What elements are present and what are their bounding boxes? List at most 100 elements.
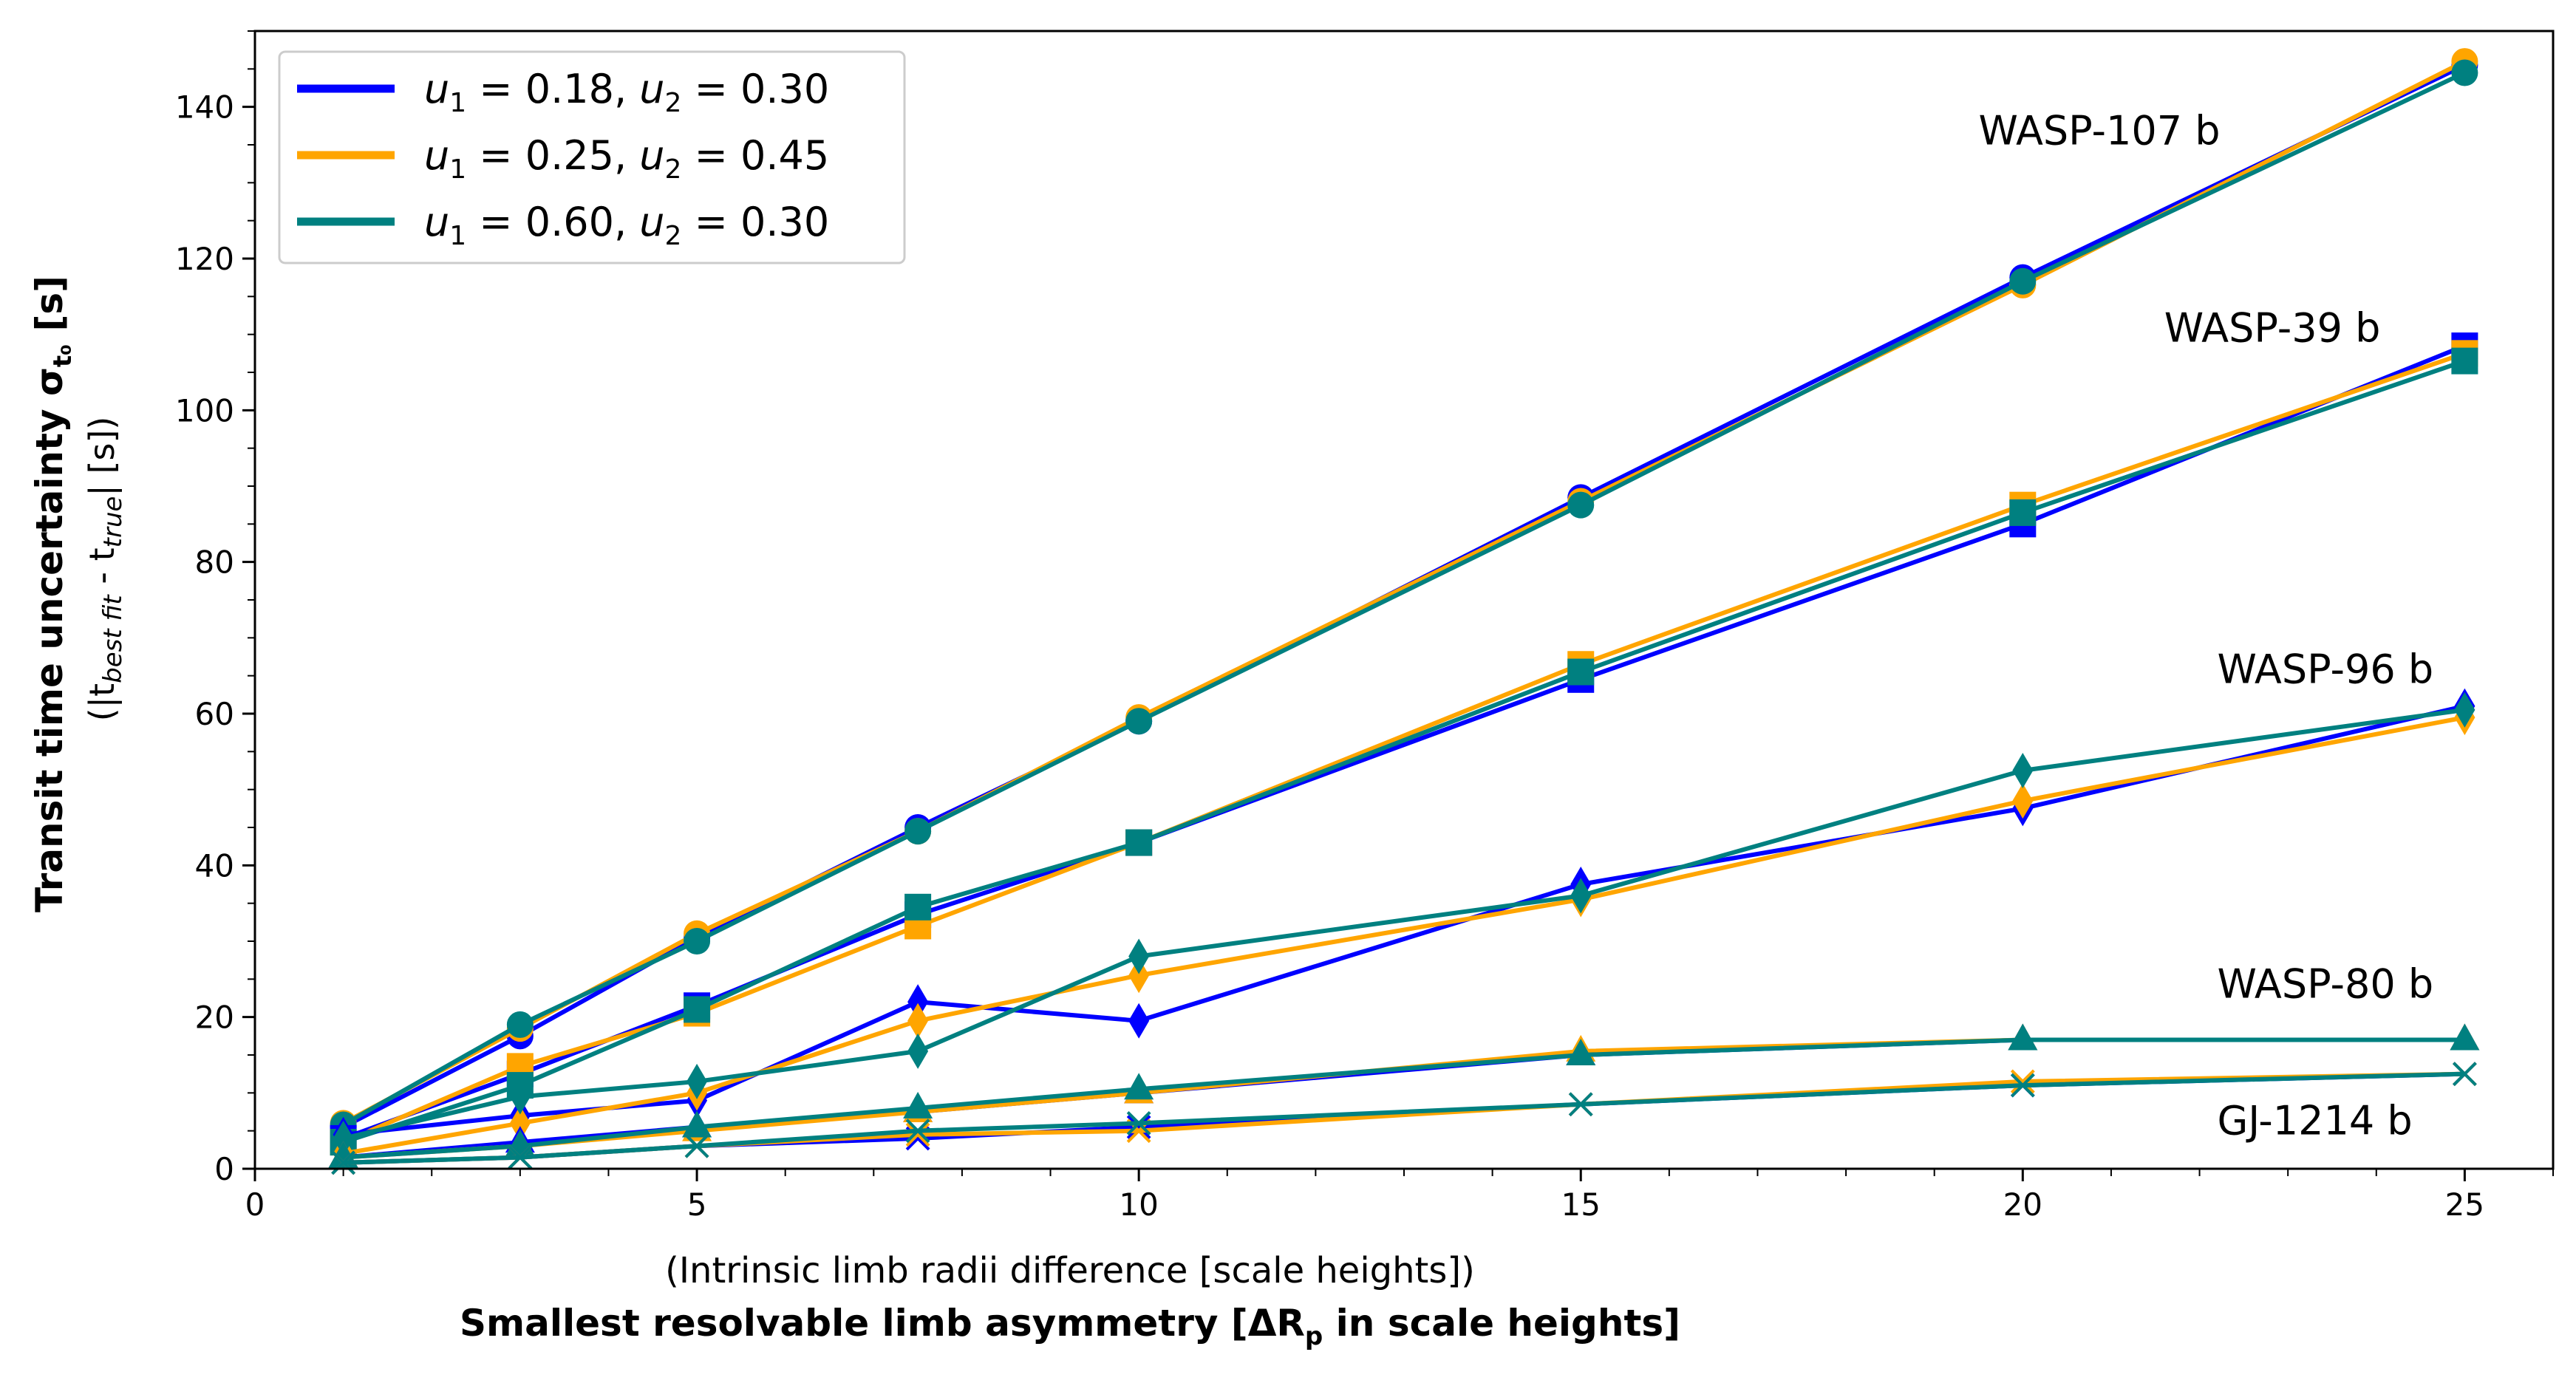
data-point-gj-1214-b-3-6: [1568, 1092, 1593, 1117]
series-line-wasp-80-b-3: [343, 1037, 2465, 1160]
y-tick-label-0: 0: [214, 1151, 234, 1187]
data-point-wasp-39-b-3-4-shape: [904, 893, 932, 921]
data-point-wasp-96-b-2-4: [907, 1003, 929, 1039]
data-point-wasp-39-b-3-6: [1567, 658, 1595, 686]
data-point-wasp-80-b-3-7: [2008, 1023, 2038, 1051]
data-point-gj-1214-b-3-5: [1126, 1110, 1151, 1136]
data-point-wasp-107-b-3-8-shape: [2451, 59, 2478, 86]
data-point-gj-1214-b-3-6-shape: [1568, 1092, 1593, 1117]
data-point-wasp-107-b-3-3-shape: [684, 928, 711, 955]
data-point-wasp-96-b-3-8-shape: [2454, 692, 2476, 728]
data-point-gj-1214-b-3-1: [331, 1150, 356, 1175]
data-point-wasp-39-b-3-8-shape: [2451, 347, 2478, 375]
data-point-gj-1214-b-3-2-shape: [508, 1145, 533, 1170]
data-point-wasp-96-b-3-7: [2012, 753, 2034, 788]
data-point-wasp-80-b-3-7-shape: [2008, 1023, 2038, 1051]
series-line-wasp-39-b-3: [342, 358, 2466, 1144]
legend-label-3-part-6: = 0.30: [681, 199, 829, 245]
series-line-gj-1214-b-3: [343, 1071, 2465, 1165]
data-point-wasp-96-b-3-4-shape: [907, 1033, 929, 1069]
legend-label-2-part-6: = 0.45: [681, 132, 829, 179]
data-point-wasp-96-b-3-1-shape: [333, 1120, 354, 1156]
data-point-wasp-107-b-3-6-shape: [1567, 491, 1595, 519]
data-point-wasp-107-b-3-7: [2009, 267, 2037, 295]
data-point-wasp-96-b-3-4: [907, 1033, 929, 1069]
legend-label-2: u1 = 0.25, u2 = 0.45: [424, 132, 829, 185]
legend-label-3-part-2: 1: [449, 221, 466, 251]
data-point-wasp-107-b-3-4: [904, 818, 932, 845]
x-tick-label-5: 5: [687, 1186, 707, 1223]
data-point-wasp-96-b-1-4-shape: [907, 984, 929, 1020]
x-tick-label-0: 0: [245, 1186, 265, 1223]
data-point-wasp-80-b-3-6: [1566, 1039, 1596, 1065]
legend-label-1-part-5: 2: [665, 88, 682, 118]
legend-label-2-part-3: = 0.25,: [466, 132, 639, 179]
data-point-wasp-96-b-1-5-shape: [1128, 1003, 1150, 1039]
data-point-gj-1214-b-3-2: [508, 1145, 533, 1170]
data-point-wasp-96-b-3-7-shape: [2012, 753, 2034, 788]
data-point-gj-1214-b-2-7-shape: [2010, 1069, 2035, 1094]
legend-label-3-part-4: u: [639, 199, 664, 245]
data-point-wasp-80-b-3-3-shape: [682, 1110, 712, 1138]
legend-label-1: u1 = 0.18, u2 = 0.30: [424, 66, 829, 118]
data-point-gj-1214-b-3-4: [905, 1119, 930, 1144]
data-point-gj-1214-b-3-7-shape: [2010, 1073, 2035, 1098]
legend-label-1-part-2: 1: [449, 88, 466, 118]
series-line-wasp-39-b-1: [342, 344, 2466, 1141]
data-point-gj-1214-b-3-7: [2010, 1073, 2035, 1098]
legend-label-3: u1 = 0.60, u2 = 0.30: [424, 199, 829, 251]
legend-label-2-part-1: u: [424, 132, 449, 179]
data-point-wasp-80-b-3-8-shape: [2450, 1023, 2480, 1051]
y-tick-label-20: 20: [195, 1000, 234, 1036]
y-axis-label: Transit time uncertainty σt₀ [s]: [28, 276, 78, 912]
legend-box: [278, 50, 906, 264]
series-line-wasp-96-b-2: [343, 715, 2465, 1156]
data-point-wasp-107-b-3-2: [506, 1011, 534, 1038]
y-tick-label-40: 40: [195, 847, 234, 884]
data-point-wasp-96-b-3-5: [1128, 938, 1150, 974]
data-point-wasp-80-b-3-4-shape: [903, 1091, 933, 1119]
legend-label-2-part-5: 2: [665, 154, 682, 185]
legend-label-1-part-1: u: [424, 66, 449, 112]
y-axis-label-secondary: (|tbest fit - ttrue| [s]): [82, 417, 128, 722]
data-point-wasp-96-b-2-5: [1128, 957, 1150, 994]
y-tick-label-60: 60: [195, 696, 234, 732]
data-point-wasp-96-b-2-4-shape: [907, 1003, 929, 1039]
annotation-wasp-96-b: WASP-96 b: [2217, 646, 2433, 692]
data-point-gj-1214-b-3-8-shape: [2452, 1062, 2477, 1087]
data-point-wasp-107-b-3-7-shape: [2009, 267, 2037, 295]
plot-area: WASP-107 b WASP-39 b WASP-96 b WASP-80 b GJ-…: [328, 48, 2480, 1175]
legend-label-1-part-4: u: [639, 66, 664, 112]
legend-label-3-part-5: 2: [665, 221, 682, 251]
y-tick-label-140: 140: [175, 89, 234, 126]
data-point-wasp-96-b-2-5-shape: [1128, 957, 1150, 994]
data-point-wasp-80-b-3-3: [682, 1110, 712, 1138]
data-point-gj-1214-b-1-5-shape: [1126, 1115, 1151, 1139]
data-point-gj-1214-b-3-5-shape: [1126, 1110, 1151, 1136]
annotation-wasp-107-b: WASP-107 b: [1979, 107, 2221, 154]
data-point-gj-1214-b-3-8: [2452, 1062, 2477, 1087]
data-point-wasp-96-b-1-5: [1128, 1003, 1150, 1039]
data-point-gj-1214-b-3-1-shape: [331, 1150, 356, 1175]
data-point-gj-1214-b-2-4: [905, 1122, 930, 1147]
y-tick-label-100: 100: [175, 392, 234, 428]
annotation-gj-1214-b: GJ-1214 b: [2217, 1097, 2412, 1144]
data-point-wasp-96-b-3-6: [1570, 878, 1592, 914]
data-point-gj-1214-b-3-4-shape: [905, 1119, 930, 1144]
y-tick-label-120: 120: [175, 241, 234, 277]
axes: 0 5 10 15 20 25 0 20 40 60 80 100 120 140: [175, 30, 2555, 1223]
data-point-wasp-39-b-3-5: [1125, 829, 1153, 856]
data-point-wasp-96-b-2-2-shape: [509, 1105, 531, 1141]
x-axis-label-secondary: (Intrinsic limb radii difference [scale …: [665, 1250, 1475, 1291]
data-point-wasp-107-b-3-5-shape: [1125, 708, 1153, 735]
data-point-wasp-80-b-3-8: [2450, 1023, 2480, 1051]
x-axis-label: Smallest resolvable limb asymmetry [ΔRp …: [460, 1302, 1680, 1351]
annotation-wasp-80-b: WASP-80 b: [2217, 960, 2433, 1007]
x-tick-label-10: 10: [1119, 1186, 1158, 1223]
data-point-wasp-107-b-3-8: [2451, 59, 2478, 86]
data-point-wasp-80-b-3-5: [1124, 1073, 1154, 1100]
x-tick-label-25: 25: [2445, 1186, 2484, 1223]
data-point-wasp-80-b-3-5-shape: [1124, 1073, 1154, 1100]
data-point-wasp-39-b-3-3-shape: [684, 996, 711, 1023]
